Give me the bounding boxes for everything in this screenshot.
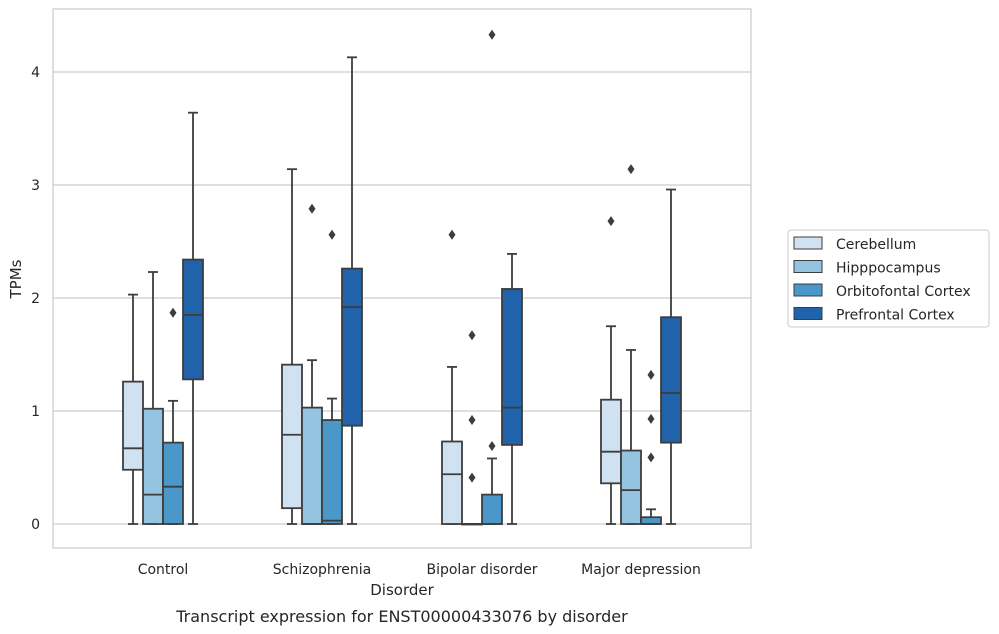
box bbox=[341, 267, 363, 427]
outlier-point bbox=[627, 164, 635, 175]
x-tick-label: Bipolar disorder bbox=[426, 562, 537, 578]
plot-frame bbox=[52, 8, 752, 549]
outlier-point bbox=[607, 216, 615, 227]
box bbox=[620, 449, 642, 525]
y-tick-label: 0 bbox=[31, 517, 40, 533]
box-group bbox=[640, 369, 662, 525]
box bbox=[162, 441, 184, 525]
box bbox=[321, 419, 343, 525]
box bbox=[441, 440, 463, 525]
box-group bbox=[321, 229, 343, 525]
box bbox=[501, 288, 523, 446]
outlier-point bbox=[308, 203, 316, 214]
legend-label: Orbitofontal Cortex bbox=[836, 284, 971, 300]
legend-label: Hipppocampus bbox=[836, 261, 941, 277]
box bbox=[660, 316, 682, 444]
box-group bbox=[660, 188, 682, 525]
legend-swatch bbox=[793, 307, 823, 320]
box bbox=[281, 363, 303, 510]
box-group bbox=[162, 307, 184, 525]
box-group bbox=[182, 111, 204, 525]
x-tick-label: Control bbox=[138, 562, 189, 578]
x-tick-labels: Control Schizophrenia Bipolar disorder Majo… bbox=[138, 562, 701, 578]
box bbox=[122, 380, 144, 471]
outlier-point bbox=[448, 229, 456, 240]
outlier-point bbox=[647, 413, 655, 424]
outlier-point bbox=[328, 229, 336, 240]
outlier-point bbox=[468, 472, 476, 483]
outlier-point bbox=[468, 415, 476, 426]
legend-swatch bbox=[793, 236, 823, 250]
outlier-point bbox=[488, 441, 496, 452]
box bbox=[301, 406, 323, 525]
outlier-point bbox=[647, 369, 655, 380]
outlier-point bbox=[488, 29, 496, 40]
legend: Cerebellum Hipppocampus Orbitofontal Corte… bbox=[787, 229, 990, 328]
legend-frame bbox=[787, 229, 990, 328]
box-group bbox=[142, 271, 164, 525]
boxplots bbox=[122, 29, 682, 526]
y-tick-labels: 0 1 2 3 4 bbox=[31, 65, 40, 533]
x-axis-label: Disorder bbox=[370, 581, 434, 599]
box-group bbox=[301, 203, 323, 525]
legend-label: Cerebellum bbox=[836, 237, 916, 253]
box-group bbox=[461, 330, 483, 526]
x-tick-label: Major depression bbox=[581, 562, 701, 578]
box-group bbox=[122, 293, 144, 525]
box bbox=[142, 407, 164, 525]
box bbox=[182, 258, 204, 381]
box bbox=[640, 516, 662, 525]
box-group bbox=[441, 229, 463, 525]
chart-caption: Transcript expression for ENST0000043307… bbox=[175, 607, 628, 626]
box-group bbox=[341, 56, 363, 525]
y-tick-label: 2 bbox=[31, 291, 40, 307]
legend-swatch bbox=[793, 283, 823, 297]
outlier-point bbox=[468, 330, 476, 341]
box-group bbox=[600, 216, 622, 525]
y-tick-label: 4 bbox=[31, 65, 40, 81]
box-group bbox=[501, 253, 523, 525]
outlier-point bbox=[169, 307, 177, 318]
y-tick-label: 1 bbox=[31, 404, 40, 420]
outlier-point bbox=[647, 452, 655, 463]
x-tick-label: Schizophrenia bbox=[273, 562, 371, 578]
box-group bbox=[620, 164, 642, 525]
y-axis-label: TPMs bbox=[7, 259, 25, 299]
box bbox=[481, 493, 503, 525]
box bbox=[600, 398, 622, 485]
box-group bbox=[481, 29, 503, 525]
box-group bbox=[281, 168, 303, 525]
legend-label: Prefrontal Cortex bbox=[836, 308, 955, 324]
legend-swatch bbox=[793, 260, 823, 273]
y-tick-label: 3 bbox=[31, 178, 40, 194]
